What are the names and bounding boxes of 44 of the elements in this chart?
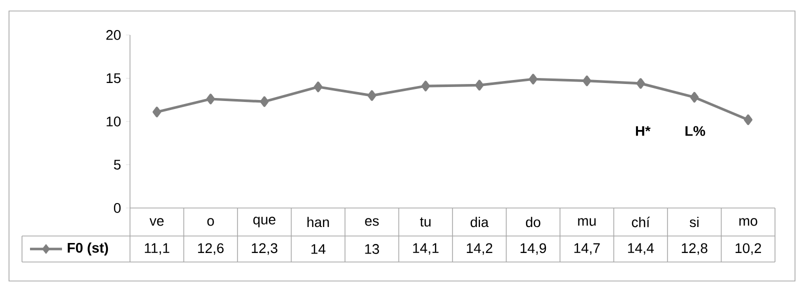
x-tick-label: es	[365, 218, 379, 226]
data-label: 12,3	[252, 243, 278, 255]
data-label: 13	[365, 244, 380, 254]
y-tick-label: 10	[106, 116, 121, 126]
x-tick-label: do	[526, 216, 540, 228]
x-tick-label: dia	[470, 216, 489, 228]
data-label: 12,8	[682, 243, 708, 255]
data-label: 14,9	[520, 243, 546, 255]
x-tick-label: mo	[739, 218, 758, 226]
point	[582, 76, 592, 86]
x-tick-label: que	[253, 216, 276, 228]
x-tick-label: si	[690, 216, 698, 228]
y-tick-label: 20	[106, 30, 121, 40]
point	[690, 92, 699, 103]
point	[314, 82, 322, 92]
x-tick-label: mu	[578, 218, 596, 226]
point	[260, 96, 269, 107]
x-tick-label: chí	[632, 216, 650, 228]
y-tick-label: 5	[114, 160, 121, 170]
point	[368, 90, 376, 101]
x-tick-label: han	[307, 216, 329, 228]
y-tick-label: 0	[114, 203, 121, 213]
x-tick-label: tu	[420, 217, 431, 227]
annotation: L%	[686, 126, 706, 136]
point	[528, 74, 538, 84]
x-tick-label: o	[207, 218, 214, 226]
point	[421, 80, 430, 92]
annotation: H*	[636, 126, 651, 136]
data-label: 14,1	[413, 243, 439, 255]
legend-label: F0 (st)	[68, 242, 108, 256]
x-tick-label: ve	[150, 218, 164, 226]
data-label: 14,4	[628, 243, 654, 255]
point	[744, 114, 752, 126]
data-label: 12,6	[198, 243, 224, 255]
data-label: 14,7	[574, 243, 600, 255]
data-label: 11,1	[144, 243, 170, 255]
y-tick-label: 15	[106, 73, 121, 84]
data-label: 10,2	[736, 243, 762, 255]
data-label: 14	[311, 244, 326, 254]
point	[206, 94, 215, 104]
point	[475, 80, 484, 90]
data-label: 14,2	[466, 243, 492, 255]
point	[152, 106, 162, 118]
point	[636, 78, 645, 89]
